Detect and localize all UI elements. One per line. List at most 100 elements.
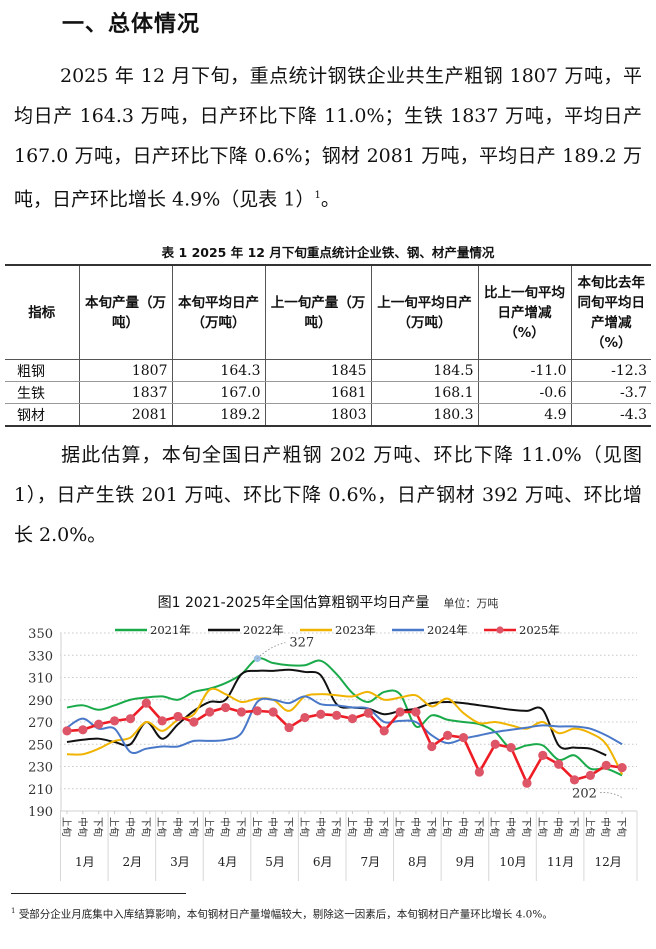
y-tick-label: 310	[28, 672, 53, 687]
month-label: 10月	[499, 855, 526, 869]
period-label: 下旬	[425, 817, 438, 837]
table-row: 生铁 1837 167.0 1681 168.1 -0.6 -3.7	[5, 381, 651, 404]
footnote-reference[interactable]: 1	[314, 190, 321, 201]
month-label: 3月	[170, 855, 190, 869]
data-point-marker[interactable]	[538, 750, 548, 760]
period-label: 下旬	[568, 817, 581, 837]
data-point-marker[interactable]	[141, 698, 151, 708]
period-label: 中旬	[409, 817, 422, 837]
data-point-marker[interactable]	[347, 714, 358, 724]
data-point-marker[interactable]	[427, 741, 437, 752]
period-label: 上旬	[250, 817, 263, 837]
legend-label[interactable]: 2025年	[519, 623, 560, 637]
period-label: 下旬	[139, 817, 152, 837]
month-label: 12月	[595, 855, 622, 869]
y-tick-label: 270	[28, 716, 53, 731]
legend-label[interactable]: 2024年	[427, 623, 468, 637]
data-point-marker[interactable]	[236, 707, 247, 717]
row-label: 粗钢	[5, 359, 80, 382]
data-point-marker[interactable]	[522, 778, 532, 788]
legend-label[interactable]: 2023年	[335, 623, 376, 637]
data-point-marker[interactable]	[157, 716, 167, 726]
data-point-marker[interactable]	[585, 770, 595, 781]
data-point-marker[interactable]	[284, 722, 294, 733]
period-label: 中旬	[314, 817, 327, 837]
month-label: 9月	[456, 855, 476, 869]
period-label: 中旬	[599, 817, 612, 837]
month-label: 11月	[547, 855, 574, 869]
data-point-marker[interactable]	[379, 726, 389, 736]
period-label: 上旬	[108, 817, 121, 837]
table-header-cell: 指标	[5, 264, 80, 360]
y-tick-label: 190	[28, 805, 53, 820]
data-point-marker[interactable]	[109, 716, 120, 726]
legend-label[interactable]: 2021年	[150, 623, 191, 637]
period-label: 中旬	[219, 817, 232, 837]
annotation-leader	[600, 792, 623, 799]
y-tick-label: 230	[28, 761, 53, 776]
data-point-marker[interactable]	[506, 742, 516, 753]
footnote-divider	[11, 893, 186, 894]
data-point-marker[interactable]	[411, 707, 421, 717]
period-label: 上旬	[345, 817, 358, 837]
data-point-marker[interactable]	[316, 709, 326, 719]
legend-label[interactable]: 2022年	[243, 623, 284, 637]
period-label: 下旬	[92, 817, 105, 837]
data-point-marker[interactable]	[363, 708, 373, 718]
data-point-marker[interactable]	[474, 767, 484, 777]
period-label: 中旬	[361, 817, 374, 837]
table-header-cell: 本旬平均日产（万吨）	[171, 264, 266, 360]
data-point-marker[interactable]	[62, 726, 72, 736]
data-point-marker[interactable]	[125, 714, 136, 724]
data-point-marker[interactable]	[94, 719, 104, 729]
data-point-marker[interactable]	[189, 717, 199, 727]
data-point-marker[interactable]	[332, 710, 342, 720]
data-point-marker[interactable]	[173, 711, 183, 722]
data-point-marker[interactable]	[300, 712, 310, 723]
y-tick-label: 290	[28, 694, 53, 709]
chart-unit-label: 单位：万吨	[443, 597, 499, 610]
table-header-cell: 比上一旬平均日产增减（%）	[477, 264, 572, 360]
period-label: 中旬	[457, 817, 470, 837]
series-line	[66, 668, 607, 757]
data-point-marker[interactable]	[601, 760, 611, 770]
table-header-cell: 本旬比去年同旬平均日产增减（%）	[570, 264, 651, 360]
period-label: 下旬	[520, 817, 533, 837]
data-point-marker[interactable]	[617, 763, 627, 773]
data-point-marker[interactable]	[78, 725, 88, 735]
period-label: 上旬	[298, 817, 311, 837]
period-label: 中旬	[552, 817, 565, 837]
chart-figure-1: 图1 2021-2025年全国估算粗钢平均日产量 单位：万吨 190 210 230 2…	[0, 588, 656, 883]
data-point-marker[interactable]	[252, 706, 262, 716]
data-point-marker[interactable]	[395, 707, 405, 717]
y-tick-label: 330	[28, 649, 53, 664]
annotation-latest: 202	[572, 787, 597, 802]
y-tick-label: 250	[28, 738, 53, 753]
annotation-peak: 327	[289, 636, 314, 651]
table-cell: -12.3	[570, 359, 651, 382]
period-label: 下旬	[330, 817, 343, 837]
table-header-cell: 上一旬产量（万吨）	[264, 264, 372, 360]
data-point-marker[interactable]	[554, 759, 564, 769]
table-cell: 2081	[78, 403, 173, 427]
estimate-paragraph: 据此估算，本旬全国日产粗钢 202 万吨、环比下降 11.0%（见图 1），日产…	[14, 435, 642, 555]
row-label: 钢材	[5, 403, 80, 427]
data-point-marker[interactable]	[569, 775, 580, 785]
footnote: 1 受部分企业月底集中入库结算影响，本旬钢材日产量增幅较大，剔除这一因素后，本旬…	[11, 902, 647, 925]
month-label: 7月	[360, 855, 380, 869]
data-point-marker[interactable]	[458, 732, 469, 743]
legend-marker	[496, 626, 504, 634]
data-point-marker[interactable]	[443, 730, 453, 740]
summary-paragraph: 2025 年 12 月下旬，重点统计钢铁企业共生产粗钢 1807 万吨，平均日产…	[14, 65, 642, 211]
data-point-marker[interactable]	[490, 739, 500, 749]
month-label: 2月	[123, 855, 143, 869]
table-row: 钢材 2081 189.2 1803 180.3 4.9 -4.3	[5, 403, 651, 427]
period-label: 下旬	[615, 817, 628, 837]
data-point-marker[interactable]	[205, 707, 215, 717]
period-label: 下旬	[282, 817, 295, 837]
data-point-marker[interactable]	[268, 707, 278, 717]
data-point-marker[interactable]	[221, 702, 231, 713]
section-heading: 一、总体情况	[62, 12, 201, 37]
period-label: 上旬	[488, 817, 501, 837]
period-label: 中旬	[266, 817, 279, 837]
